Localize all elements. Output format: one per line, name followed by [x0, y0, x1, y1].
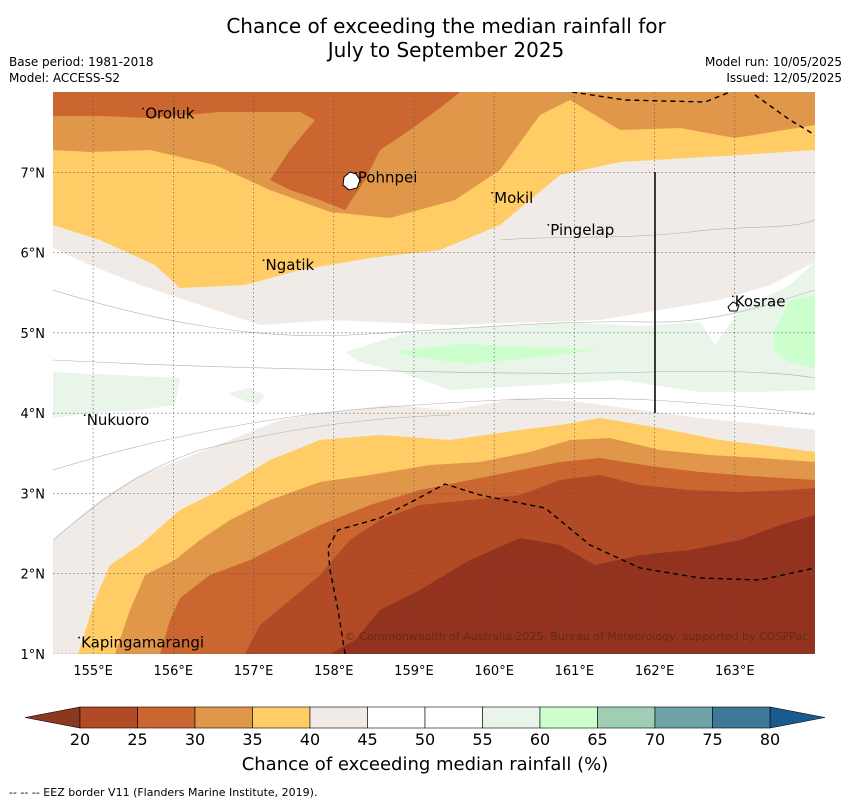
model-name: Model: ACCESS-S2 — [9, 71, 121, 85]
colorbar-tick-label: 55 — [472, 730, 492, 749]
lat-tick-label: 6°N — [21, 247, 46, 262]
place-marker — [142, 107, 145, 110]
lat-tick-label: 7°N — [21, 166, 46, 181]
title-line-1: Chance of exceeding the median rainfall … — [226, 14, 666, 38]
lon-tick-label: 162°E — [635, 664, 675, 679]
contour-lines — [53, 219, 815, 541]
colorbar-tick-label: 70 — [645, 730, 665, 749]
place-marker — [262, 259, 265, 262]
colorbar-label: Chance of exceeding median rainfall (%) — [241, 754, 609, 775]
colorbar-segment — [309, 706, 368, 729]
eez-border — [327, 92, 815, 654]
lon-tick-label: 156°E — [154, 664, 194, 679]
band-30-35-top — [53, 92, 815, 218]
lat-tick-label: 3°N — [21, 487, 46, 502]
band-lt20-bottom — [330, 515, 815, 654]
colorbar-segment — [367, 706, 426, 729]
colorbar-tick-label: 45 — [357, 730, 377, 749]
colorbar-segment — [597, 706, 656, 729]
copyright-text: © Commonwealth of Australia 2025, Bureau… — [345, 630, 808, 643]
lon-tick-labels: 155°E 156°E 157°E 158°E 159°E 160°E 161°E 162°E… — [73, 664, 754, 679]
contour-fills: Oroluk Pohnpei Mokil Pingelap Ngatik Kosrae Nu… — [53, 92, 815, 654]
lon-tick-label: 158°E — [314, 664, 354, 679]
gridlines — [53, 92, 815, 654]
place-label: Oroluk — [145, 104, 194, 122]
colorbar-tick-label: 60 — [530, 730, 550, 749]
colorbar-segment — [252, 706, 311, 729]
pohnpei-island — [342, 171, 361, 191]
place-marker — [78, 636, 80, 639]
meta-right: Model run: 10/05/2025 Issued: 12/05/2025 — [705, 54, 842, 86]
kosrae-island — [727, 301, 740, 312]
place-label: Kosrae — [735, 292, 786, 310]
place-label: Ngatik — [266, 256, 315, 274]
colorbar-tick-label: 20 — [70, 730, 90, 749]
colorbar-segment — [79, 706, 138, 729]
band-60-65-mid — [395, 344, 600, 364]
footnote: -- -- -- EEZ border V11 (Flanders Marine… — [9, 786, 318, 799]
colorbar-tick-label: 35 — [242, 730, 262, 749]
lon-tick-label: 161°E — [555, 664, 595, 679]
colorbar-tick-label: 40 — [300, 730, 320, 749]
lat-tick-label: 5°N — [21, 327, 46, 342]
place-marker — [731, 295, 734, 298]
lat-tick-label: 1°N — [21, 648, 46, 663]
colorbar-segment — [137, 706, 196, 729]
title-line-2: July to September 2025 — [327, 38, 565, 62]
issued-date: Issued: 12/05/2025 — [726, 71, 842, 85]
place-label: Mokil — [494, 189, 533, 207]
colorbar-segment — [654, 706, 713, 729]
lat-tick-label: 4°N — [21, 407, 46, 422]
band-55-60-west — [53, 372, 180, 418]
lon-tick-label: 160°E — [474, 664, 514, 679]
colorbar-segment — [712, 706, 771, 729]
place-label: Kapingamarangi — [81, 634, 204, 652]
place-marker — [354, 171, 357, 174]
colorbar-segment — [194, 706, 253, 729]
place-label: Pohnpei — [358, 169, 418, 187]
lat-tick-labels: 1°N 2°N 3°N 4°N 5°N 6°N 7°N — [21, 166, 46, 663]
colorbar-segment — [539, 706, 598, 729]
colorbar: 20 25 30 35 40 45 50 55 60 65 70 75 80 — [24, 706, 826, 749]
place-marker — [491, 191, 494, 194]
place-marker — [83, 414, 86, 417]
colorbar-extend-high — [769, 706, 826, 729]
place-label: Pingelap — [550, 221, 614, 239]
colorbar-extend-low — [24, 706, 81, 729]
chart-title: Chance of exceeding the median rainfall … — [0, 14, 850, 62]
lon-tick-label: 163°E — [715, 664, 755, 679]
lon-tick-label: 157°E — [234, 664, 274, 679]
lat-tick-label: 2°N — [21, 568, 46, 583]
colorbar-tick-label: 65 — [587, 730, 607, 749]
lon-tick-label: 155°E — [73, 664, 113, 679]
colorbar-segment — [424, 706, 483, 729]
colorbar-tick-label: 75 — [702, 730, 722, 749]
colorbar-tick-label: 50 — [415, 730, 435, 749]
colorbar-tick-label: 25 — [127, 730, 147, 749]
place-label: Nukuoro — [87, 411, 150, 429]
colorbar-tick-label: 80 — [760, 730, 780, 749]
band-55-60-small — [228, 388, 265, 405]
place-marker — [547, 224, 550, 226]
lon-tick-label: 159°E — [394, 664, 434, 679]
model-run: Model run: 10/05/2025 — [704, 55, 842, 69]
colorbar-segment — [482, 706, 541, 729]
base-period: Base period: 1981-2018 — [9, 55, 154, 69]
band-60-65-east — [773, 295, 815, 368]
place-labels: Oroluk Pohnpei Mokil Pingelap Ngatik Kosrae Nu… — [78, 104, 786, 652]
colorbar-tick-label: 30 — [185, 730, 205, 749]
meta-left: Base period: 1981-2018 Model: ACCESS-S2 — [9, 54, 154, 86]
